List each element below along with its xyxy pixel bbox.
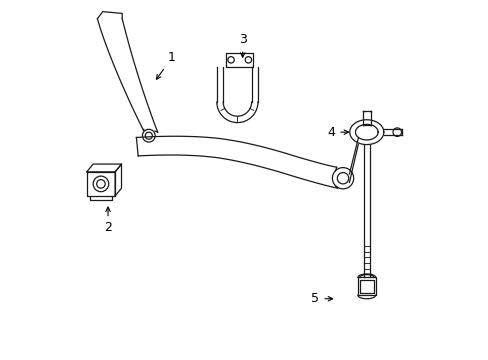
Text: 3: 3 <box>238 33 246 57</box>
Text: 1: 1 <box>156 51 175 79</box>
Text: 2: 2 <box>104 207 112 234</box>
Text: 4: 4 <box>327 126 348 139</box>
Text: 5: 5 <box>311 292 332 305</box>
